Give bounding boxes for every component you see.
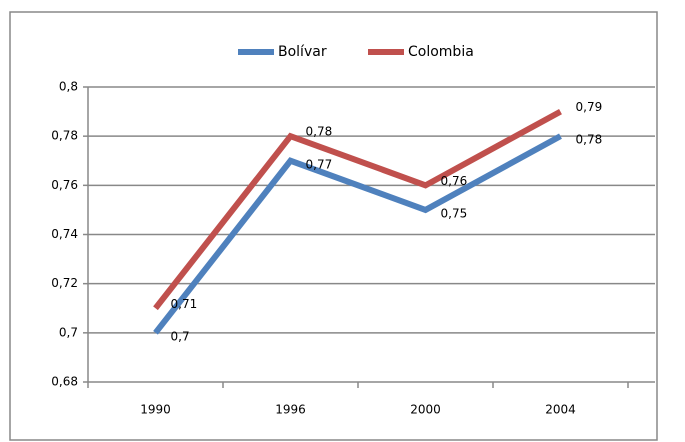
legend-label: Bolívar [278,44,327,60]
x-tick-label: 1996 [275,403,306,417]
y-tick-label: 0,68 [51,375,78,389]
x-tick-label: 1990 [140,403,171,417]
y-tick-label: 0,72 [51,276,78,290]
chart-frame [9,11,658,441]
series-line [153,108,562,311]
data-label: 0,75 [441,206,468,220]
x-tick-label: 2000 [410,403,441,417]
data-label: 0,76 [441,174,468,188]
y-tick-label: 0,78 [51,129,78,143]
data-label: 0,7 [171,329,190,343]
y-tick-label: 0,8 [59,80,78,94]
data-label: 0,79 [576,100,603,114]
y-tick-label: 0,7 [59,325,78,339]
data-label: 0,78 [576,133,603,147]
data-label: 0,71 [171,297,198,311]
data-label: 0,77 [306,157,333,171]
y-tick-label: 0,74 [51,227,78,241]
x-tick-label: 2004 [545,403,576,417]
legend-label: Colombia [408,44,474,60]
y-tick-label: 0,76 [51,178,78,192]
series-line [153,133,562,335]
data-label: 0,78 [306,125,333,139]
